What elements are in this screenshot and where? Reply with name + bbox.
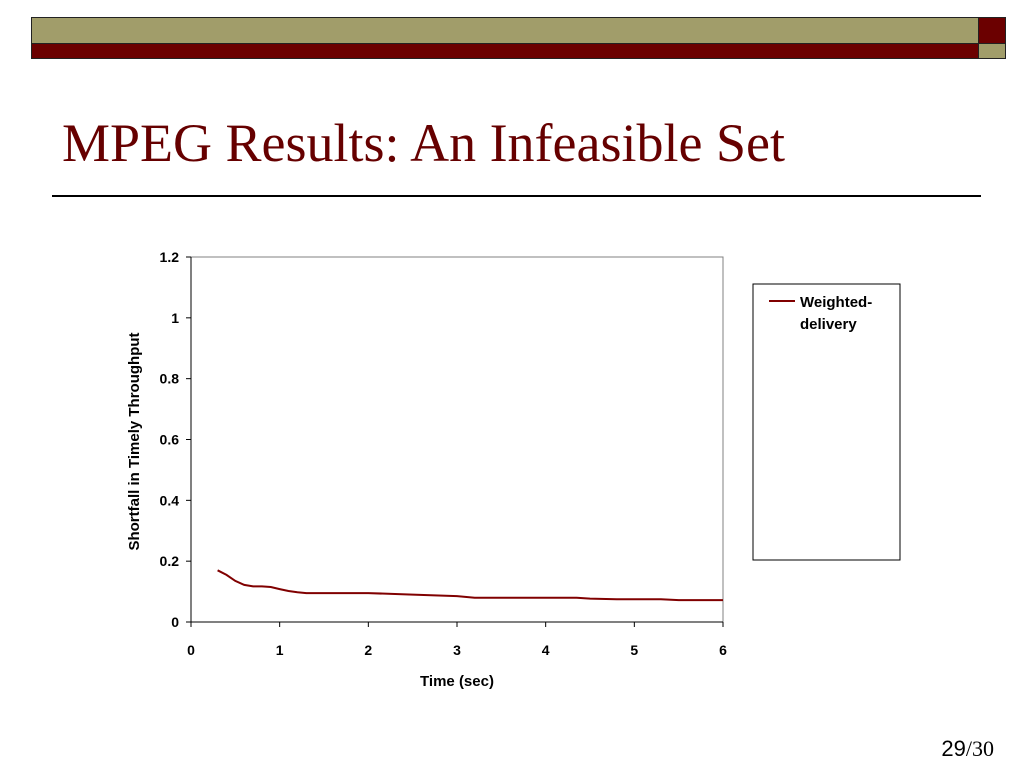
x-tick-label: 4	[542, 642, 550, 658]
x-tick-label: 6	[719, 642, 727, 658]
series-line-weighted-delivery	[217, 569, 723, 602]
title-underline	[52, 195, 981, 197]
x-tick-label: 1	[276, 642, 284, 658]
x-tick-label: 0	[187, 642, 195, 658]
y-tick-label: 0.8	[160, 371, 180, 387]
slide-title: MPEG Results: An Infeasible Set	[62, 113, 785, 173]
plot-area	[190, 256, 724, 623]
banner-olive-square	[978, 43, 1006, 59]
legend-label-weighted-delivery-line2: delivery	[800, 316, 857, 333]
x-tick-label: 2	[364, 642, 372, 658]
y-tick-label: 0.6	[160, 432, 180, 448]
y-tick-label: 1	[171, 310, 179, 326]
y-tick-label: 1.2	[160, 249, 180, 265]
y-tick-label: 0.4	[160, 492, 180, 508]
x-axis-label: Time (sec)	[420, 673, 494, 690]
y-tick-label: 0.2	[160, 553, 180, 569]
x-tick-label: 5	[630, 642, 638, 658]
y-axis-label: Shortfall in Timely Throughput	[126, 332, 143, 550]
legend-label-weighted-delivery-line1: Weighted-	[800, 294, 872, 311]
legend-box	[752, 283, 901, 561]
slide-number: 29/30	[941, 736, 994, 762]
x-tick-label: 3	[453, 642, 461, 658]
y-tick-label: 0	[171, 614, 179, 630]
slide-number-current: 29	[941, 736, 966, 761]
slide-number-total: /30	[965, 736, 994, 761]
